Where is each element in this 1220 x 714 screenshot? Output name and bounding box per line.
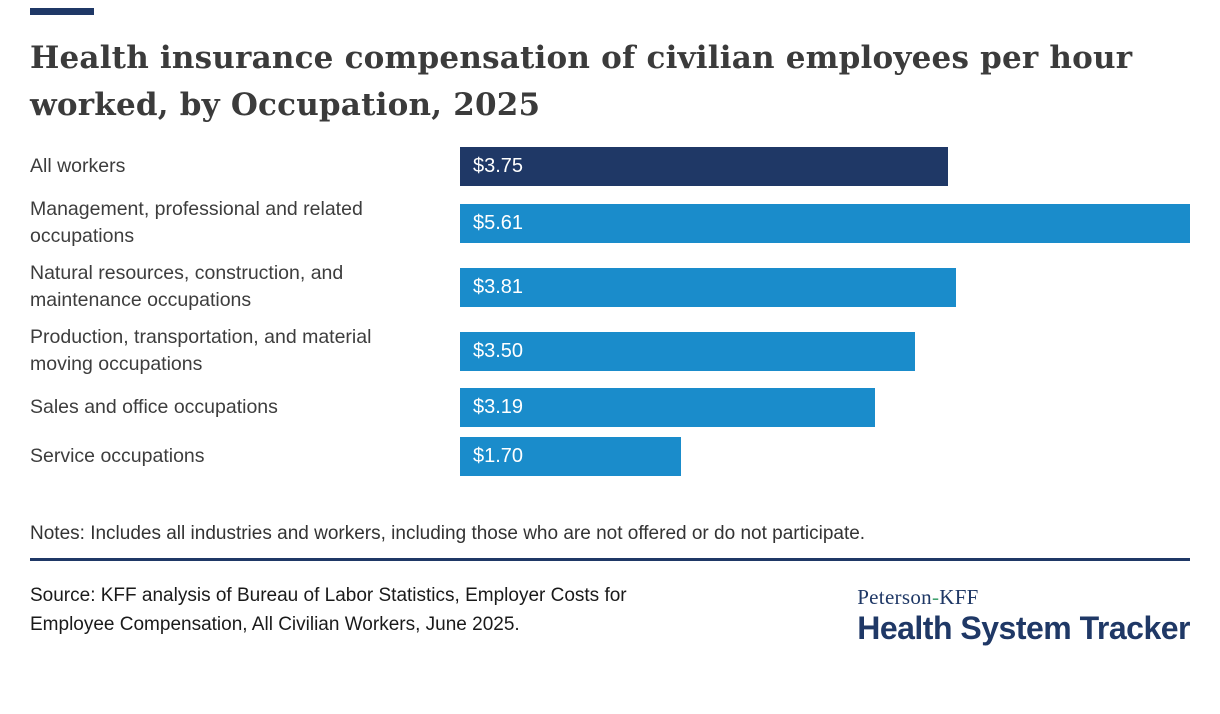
logo-suffix: KFF: [939, 585, 979, 609]
bar-value-label: $5.61: [473, 211, 524, 234]
chart-row: Natural resources, construction, and mai…: [30, 260, 1190, 314]
brand-logo: Peterson-KFF Health System Tracker: [857, 581, 1190, 645]
category-label: All workers: [30, 155, 126, 177]
category-label: Production, transportation, and material…: [30, 326, 372, 375]
chart-row: All workers $3.75: [30, 147, 1190, 186]
category-label: Sales and office occupations: [30, 396, 278, 418]
chart-row: Sales and office occupations $3.19: [30, 388, 1190, 427]
bar-value-label: $3.50: [473, 339, 524, 362]
logo-health-system-tracker: Health System Tracker: [857, 610, 1190, 646]
bar-value-label: $3.81: [473, 275, 524, 298]
bar: $5.61: [460, 203, 1190, 243]
chart-row: Service occupations $1.70: [30, 437, 1190, 476]
category-label: Natural resources, construction, and mai…: [30, 262, 344, 311]
bar-track: $3.81: [460, 267, 1190, 307]
footer: Source: KFF analysis of Bureau of Labor …: [30, 581, 1190, 645]
category-label: Management, professional and related occ…: [30, 198, 363, 247]
logo-peterson-kff: Peterson-KFF: [857, 585, 1190, 609]
logo-prefix: Peterson: [857, 585, 932, 609]
category-label: Service occupations: [30, 445, 205, 467]
page-title: Health insurance compensation of civilia…: [30, 40, 1133, 123]
bar: $3.75: [460, 147, 948, 186]
bar-track: $3.50: [460, 331, 1190, 371]
logo-hyphen: -: [931, 585, 940, 609]
notes-text: Notes: Includes all industries and worke…: [30, 523, 866, 544]
bar-value-label: $3.19: [473, 396, 524, 418]
chart-rows: All workers $3.75 Management, profession…: [30, 147, 1190, 476]
bar-value-label: $3.75: [473, 155, 524, 177]
bar-value-label: $1.70: [473, 445, 524, 467]
bar-track: $1.70: [460, 437, 1190, 476]
brand-accent-dash: [30, 8, 94, 15]
bar-track: $3.75: [460, 147, 1190, 186]
chart-row: Management, professional and related occ…: [30, 196, 1190, 250]
bar: $3.50: [460, 331, 916, 371]
bar-track: $3.19: [460, 388, 1190, 427]
divider-rule: [30, 558, 1190, 561]
bar-track: $5.61: [460, 203, 1190, 243]
chart-row: Production, transportation, and material…: [30, 324, 1190, 378]
bar: $3.19: [460, 388, 876, 427]
source-text: Source: KFF analysis of Bureau of Labor …: [30, 585, 627, 635]
bar: $3.81: [460, 267, 956, 307]
bar-chart: All workers $3.75 Management, profession…: [30, 147, 1190, 476]
bar: $1.70: [460, 437, 682, 476]
